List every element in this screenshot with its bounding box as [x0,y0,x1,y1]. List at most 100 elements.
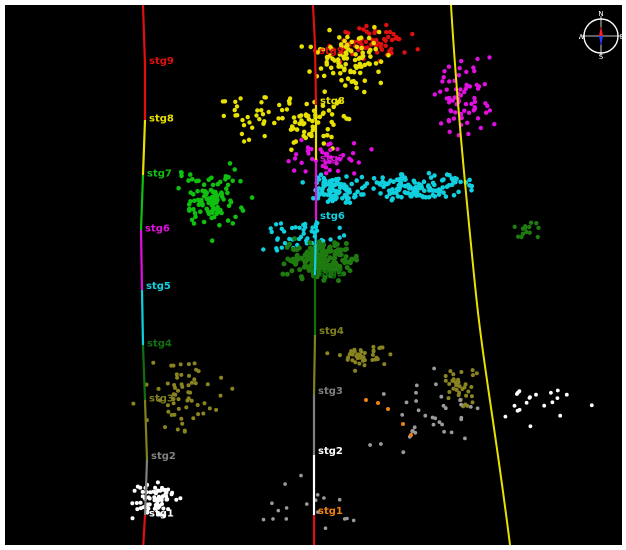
event-point-olive [358,355,363,360]
wellbore-right[interactable] [450,5,511,545]
event-point-yellow [359,64,364,69]
event-point-gray [414,399,418,403]
event-point-magenta [286,159,291,164]
left-well-segment[interactable] [141,119,147,176]
event-point-yellow [246,137,252,142]
compass-north-label: N [598,10,603,18]
event-point-green [238,178,243,184]
event-point-green [191,221,197,226]
event-point-green [176,185,181,191]
event-point-gray [458,398,462,402]
3d-viewport[interactable]: stg9 stg8 stg7 stg6 stg5 stg4 stg3 stg2 stg1 stg9… [5,5,622,545]
event-point-olive [192,361,197,366]
event-point-cyan [327,178,333,184]
event-point-cyan [441,177,446,182]
event-point-magenta [369,147,374,152]
event-point-yellow [233,113,238,118]
event-point-darkgreen [294,254,300,260]
event-point-olive [447,382,452,386]
event-point-white [542,403,547,408]
center-well-segment[interactable] [313,219,318,276]
event-point-magenta [340,152,346,158]
event-point-darkgreen [516,234,521,239]
microseismic-scene[interactable]: stg9 stg8 stg7 stg6 stg5 stg4 stg3 stg2 stg1 stg9… [5,5,622,545]
event-point-red [387,29,393,35]
event-point-olive [189,398,194,403]
event-point-green [225,218,231,223]
event-point-cyan [328,197,333,202]
event-point-yellow [309,133,314,139]
event-point-cyan [458,179,463,185]
event-point-darkgreen [524,229,529,235]
event-point-green [210,182,216,188]
event-point-olive [186,383,191,388]
event-point-olive [214,407,219,412]
compass-icon[interactable]: N S W E [579,8,622,60]
event-point-green [204,206,209,212]
event-point-olive [179,416,184,421]
left-well-segment[interactable] [143,459,149,516]
event-point-magenta [483,101,488,106]
event-point-olive [151,360,156,365]
event-point-olive [175,427,180,432]
event-point-olive [470,373,475,378]
left-well-segment[interactable] [140,289,145,346]
center-well-segment[interactable] [311,5,317,46]
event-point-magenta [335,147,340,152]
left-well-segment[interactable] [142,514,147,545]
event-point-cyan [426,183,431,188]
event-point-yellow [336,64,341,69]
event-point-yellow [353,63,358,69]
event-point-yellow [247,120,252,125]
event-point-magenta [448,109,454,114]
event-point-gray [381,392,386,396]
event-point-magenta [463,101,469,107]
event-point-yellow [353,52,358,57]
event-point-magenta [472,99,478,105]
event-point-darkgreen [535,234,540,240]
left-well-segment[interactable] [141,5,147,66]
event-point-darkgreen [334,241,340,247]
left-well-segment[interactable] [139,229,144,291]
event-point-yellow [220,99,226,104]
event-point-cyan [316,186,322,191]
event-point-gray [270,501,274,506]
event-point-olive [169,413,174,417]
event-point-magenta [440,79,445,84]
event-point-magenta [336,156,342,161]
event-point-cyan [426,194,432,200]
event-point-magenta [451,116,457,121]
event-point-yellow [376,69,381,75]
event-point-darkgreen [534,221,539,226]
event-point-yellow [306,117,312,122]
event-point-cyan [399,194,404,200]
left-well-segment[interactable] [141,344,147,401]
left-well-segment[interactable] [139,174,145,231]
event-point-magenta [457,66,462,71]
center-well-segment[interactable] [313,44,318,106]
event-point-green [209,215,214,221]
event-point-yellow [362,89,367,95]
left-well-segment[interactable] [143,399,149,461]
event-point-olive [187,373,191,378]
event-point-olive [173,392,178,397]
event-point-darkgreen [319,249,325,255]
center-well-stage-label: stg9 [319,46,344,57]
event-point-cyan [432,194,438,199]
event-point-green [188,199,193,204]
event-point-green [198,209,203,214]
center-well-segment[interactable] [312,334,317,396]
event-point-magenta [292,168,297,173]
event-point-magenta [459,115,464,121]
event-point-cyan [390,187,395,192]
event-point-green [186,178,191,183]
event-point-white [160,502,164,506]
event-point-white [151,489,156,494]
event-point-yellow [339,78,344,83]
event-point-yellow [339,43,344,49]
event-point-green [239,205,244,210]
event-point-yellow [329,119,335,125]
event-point-magenta [487,55,492,60]
event-point-magenta [328,147,333,153]
event-point-yellow [317,114,323,120]
